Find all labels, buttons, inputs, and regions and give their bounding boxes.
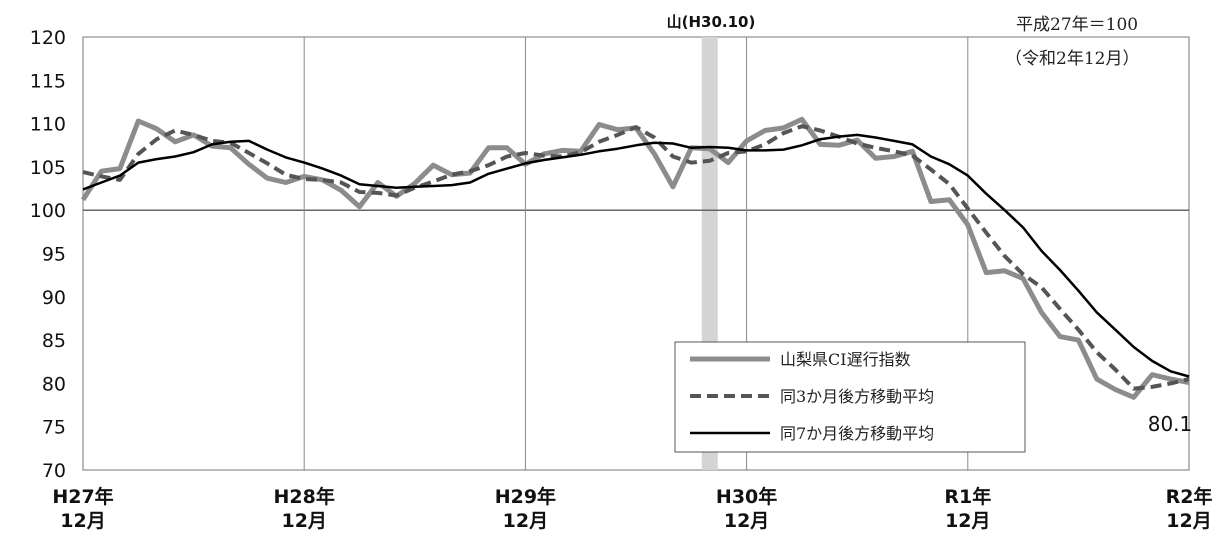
period-note: （令和2年12月） (1005, 49, 1140, 69)
x-tick-year: R2年 (1166, 485, 1213, 508)
x-tick-month: 12月 (945, 510, 990, 532)
y-tick-label: 70 (42, 460, 66, 482)
series-line-2 (82, 124, 1190, 391)
x-tick-month: 12月 (60, 510, 105, 532)
y-tick-label: 95 (42, 244, 66, 266)
x-tick-month: 12月 (281, 510, 326, 532)
peak-label: 山(H30.10) (667, 13, 756, 31)
y-tick-label: 120 (30, 27, 66, 49)
series-line-3 (82, 133, 1190, 378)
x-tick-year: R1年 (944, 485, 991, 508)
x-tick-year: H30年 (716, 485, 777, 508)
base-note: 平成27年＝100 (1016, 15, 1139, 35)
x-tick-month: 12月 (503, 510, 548, 532)
y-tick-label: 115 (30, 70, 66, 92)
legend-label-series-2: 同3か月後方移動平均 (780, 387, 934, 406)
plot-frame (82, 36, 1190, 471)
y-tick-label: 80 (42, 373, 66, 395)
y-tick-label: 105 (30, 157, 66, 179)
x-tick-year: H28年 (274, 485, 335, 508)
y-tick-label: 85 (42, 330, 66, 352)
y-tick-label: 75 (42, 417, 66, 439)
x-tick-month: 12月 (1166, 510, 1211, 532)
legend-label-series-1: 山梨県CI遅行指数 (780, 350, 911, 369)
last-value-label: 80.1 (1148, 412, 1193, 436)
x-tick-year: H27年 (52, 485, 113, 508)
y-tick-label: 110 (30, 114, 66, 136)
x-tick-month: 12月 (724, 510, 769, 532)
legend-label-series-3: 同7か月後方移動平均 (780, 424, 934, 443)
legend: 山梨県CI遅行指数 同3か月後方移動平均 同7か月後方移動平均 (674, 341, 1026, 453)
y-tick-label: 90 (42, 287, 66, 309)
x-tick-year: H29年 (495, 485, 556, 508)
y-tick-label: 100 (30, 200, 66, 222)
